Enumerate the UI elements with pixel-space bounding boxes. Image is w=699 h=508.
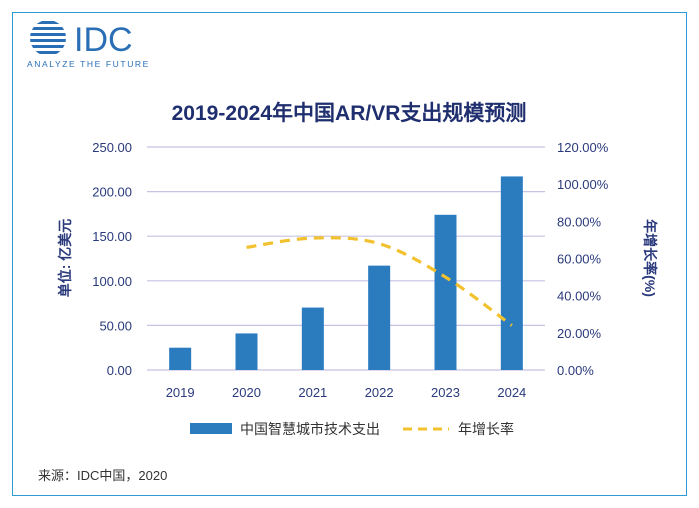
bar	[368, 265, 391, 370]
x-tick-label: 2020	[232, 385, 261, 400]
y-tick-label: 250.00	[92, 140, 132, 155]
bar	[301, 307, 324, 370]
x-tick-label: 2023	[431, 385, 460, 400]
chart-title: 2019-2024年中国AR/VR支出规模预测	[172, 101, 527, 125]
growth-line-series	[246, 236, 513, 327]
legend-line-label: 年增长率	[458, 421, 514, 437]
bar	[500, 176, 523, 370]
globe-icon	[30, 21, 66, 54]
y2-tick-label: 40.00%	[557, 289, 602, 304]
x-tick-label: 2022	[365, 385, 394, 400]
y-axis-right: 0.00% 20.00% 40.00% 60.00% 80.00% 100.00% 120.…	[557, 140, 609, 378]
y2-tick-label: 60.00%	[557, 252, 602, 267]
growth-line	[246, 236, 513, 327]
gridlines	[147, 146, 545, 371]
y-tick-label: 200.00	[92, 185, 132, 200]
x-tick-label: 2021	[298, 385, 327, 400]
chart-frame	[12, 12, 687, 496]
logo-tagline: ANALYZE THE FUTURE	[27, 59, 150, 69]
y2-tick-label: 120.00%	[557, 140, 609, 155]
y2-axis-label: 年增长率(%)	[642, 219, 658, 297]
source-note: 来源：IDC中国，2020	[38, 468, 167, 483]
x-tick-label: 2024	[497, 385, 526, 400]
y2-tick-label: 80.00%	[557, 214, 602, 229]
y2-tick-label: 20.00%	[557, 326, 602, 341]
y-tick-label: 0.00	[107, 363, 132, 378]
legend-bar-label: 中国智慧城市技术支出	[240, 421, 380, 437]
x-axis: 2019 2020 2021 2022 2023 2024	[166, 385, 527, 400]
idc-logo: IDC ANALYZE THE FUTURE	[27, 21, 150, 69]
legend: 中国智慧城市技术支出 年增长率	[190, 421, 514, 437]
bar	[169, 347, 192, 370]
y-tick-label: 100.00	[92, 274, 132, 289]
x-tick-label: 2019	[166, 385, 195, 400]
y-tick-label: 150.00	[92, 229, 132, 244]
y-axis-left: 0.00 50.00 100.00 150.00 200.00 250.00	[92, 140, 132, 378]
legend-bar-swatch	[190, 423, 232, 434]
logo-brand: IDC	[74, 21, 133, 59]
y-axis-label: 单位: 亿美元	[57, 219, 73, 298]
y-tick-label: 50.00	[99, 318, 132, 333]
bar-series	[169, 176, 523, 370]
bar	[434, 214, 457, 370]
y2-tick-label: 0.00%	[557, 363, 594, 378]
y2-tick-label: 100.00%	[557, 177, 609, 192]
bar	[235, 333, 258, 370]
